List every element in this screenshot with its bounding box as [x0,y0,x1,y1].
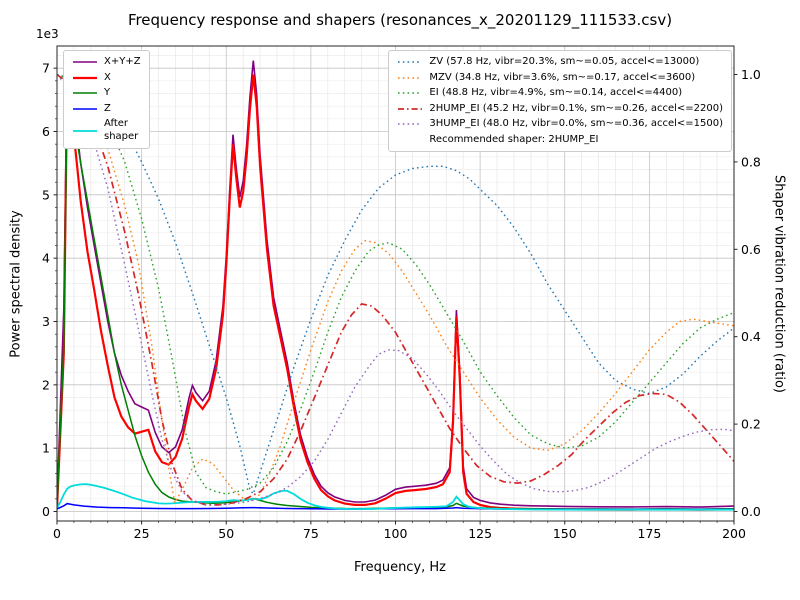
tick-label: 200 [722,526,746,541]
legend-item-after-shaper: After shaper [72,118,141,143]
tick-label: 0.4 [741,329,761,344]
legend-item-2hump-ei: 2HUMP_EI (45.2 Hz, vibr=0.1%, sm~=0.26, … [397,103,723,116]
tick-label: 1.0 [741,67,761,82]
tick-label: 175 [637,526,661,541]
tick-label: 1 [42,441,50,456]
chart-title: Frequency response and shapers (resonanc… [127,11,673,29]
legend-item-mzv: MZV (34.8 Hz, vibr=3.6%, sm~=0.17, accel… [397,72,723,85]
tick-label: 6 [42,124,50,139]
legend-line-sample-y-icon [72,87,98,99]
legend-item-x: X [72,72,141,85]
legend-item-ei: EI (48.8 Hz, vibr=4.9%, sm~=0.14, accel<… [397,87,723,100]
legend-item-zv: ZV (57.8 Hz, vibr=20.3%, sm~=0.05, accel… [397,56,723,69]
y-axis-left-label: Power spectral density [8,210,24,358]
legend-note-label: Recommended shaper: 2HUMP_EI [429,133,599,145]
legend-item-y: Y [72,87,141,100]
series-line-3hump-ei-48-0-hz-vibr-0-0-sm-0-36-accel-1500- [57,74,734,506]
legend-label-after-shaper: After shaper [104,118,139,142]
tick-label: 75 [303,526,319,541]
legend-line-sample-after-shaper-icon [72,125,98,137]
tick-label: 100 [384,526,408,541]
tick-label: 0.6 [741,242,761,257]
legend-label-3hump-ei: 3HUMP_EI (48.0 Hz, vibr=0.0%, sm~=0.36, … [429,118,723,129]
series-line-after-shaper [57,483,734,511]
tick-label: 4 [42,251,50,266]
tick-label: 0 [53,526,61,541]
tick-label: 0.2 [741,417,761,432]
tick-label: 0 [42,504,50,519]
tick-label: 125 [468,526,492,541]
legend-psd: X+Y+Z X Y Z After shaper [63,50,150,149]
legend-line-sample-zv-icon [397,56,423,68]
tick-label: 7 [42,61,50,76]
legend-label-2hump-ei: 2HUMP_EI (45.2 Hz, vibr=0.1%, sm~=0.26, … [429,102,723,114]
legend-line-sample-3hump-ei-icon [397,118,423,130]
legend-item-xyz: X+Y+Z [72,56,141,69]
legend-note-recommended: Recommended shaper: 2HUMP_EI [397,134,723,147]
legend-line-sample-mzv-icon [397,72,423,84]
legend-line-sample-z-icon [72,103,98,115]
y-axis-right-label: Shaper vibration reduction (ratio) [771,175,787,393]
legend-shapers: ZV (57.8 Hz, vibr=20.3%, sm~=0.05, accel… [388,50,732,152]
tick-label: 0.8 [741,154,761,169]
x-axis-label: Frequency, Hz [353,560,447,575]
legend-item-3hump-ei: 3HUMP_EI (48.0 Hz, vibr=0.0%, sm~=0.36, … [397,118,723,131]
series-lines [57,60,734,511]
legend-label-ei: EI (48.8 Hz, vibr=4.9%, sm~=0.14, accel<… [429,87,683,98]
y-axis-offset-text: 1e3 [36,27,59,41]
tick-label: 25 [134,526,150,541]
series-line-zv-57-8-hz-vibr-20-3-sm-0-05-accel-13000- [57,73,734,496]
legend-item-z: Z [72,103,141,116]
series-line-mzv-34-8-hz-vibr-3-6-sm-0-17-accel-3600- [57,73,734,505]
tick-label: 50 [218,526,234,541]
tick-label: 0.0 [741,504,761,519]
legend-label-mzv: MZV (34.8 Hz, vibr=3.6%, sm~=0.17, accel… [429,71,696,83]
legend-label-x: X [104,71,111,83]
tick-label: 5 [42,187,50,202]
legend-label-xyz: X+Y+Z [104,56,141,67]
legend-line-sample-ei-icon [397,87,423,99]
legend-label-z: Z [104,102,111,114]
tick-label: 150 [553,526,577,541]
legend-line-sample-2hump-ei-icon [397,103,423,115]
legend-line-sample-xyz-icon [72,56,98,68]
legend-label-zv: ZV (57.8 Hz, vibr=20.3%, sm~=0.05, accel… [429,56,700,67]
tick-label: 3 [42,314,50,329]
axis-ticks: 0 25 50 75 100 125 150 175 200 0 1 2 3 4 5 6 7 0.0 0.2 0.4 0… [42,61,761,541]
tick-label: 2 [42,377,50,392]
legend-line-sample-x-icon [72,72,98,84]
series-line-x [57,74,734,511]
legend-label-y: Y [104,87,111,98]
series-line-2hump-ei-45-2-hz-vibr-0-1-sm-0-26-accel-2200- [57,73,734,506]
